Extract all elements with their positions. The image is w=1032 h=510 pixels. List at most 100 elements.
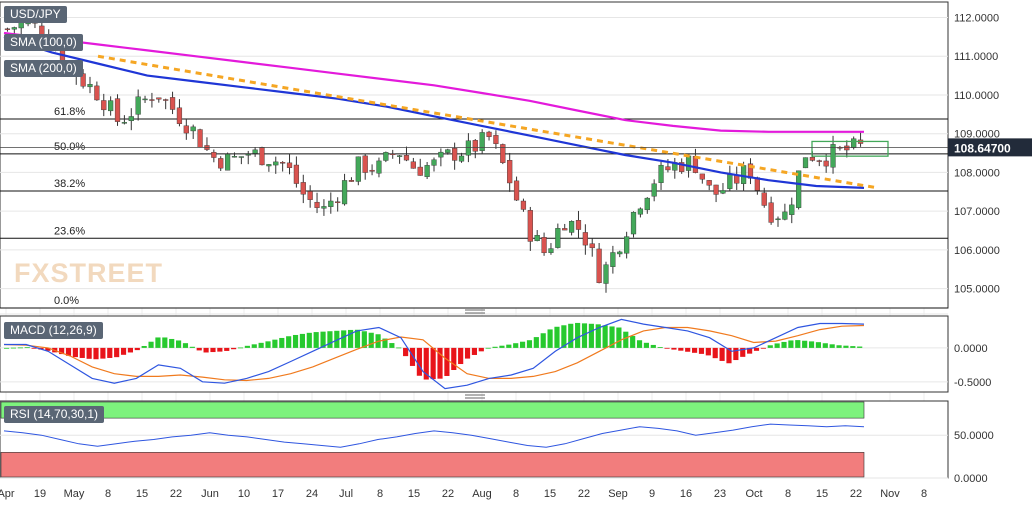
candle-body: [252, 149, 258, 154]
macd-histogram-bar: [10, 347, 17, 349]
candle-body: [273, 161, 279, 166]
macd-histogram-bar: [781, 341, 787, 348]
price-panel: 105.0000 106.0000 107.0000 108.0000 109.0000…: [0, 1, 1032, 314]
candle-body: [266, 164, 272, 167]
macd-histogram-bar: [464, 347, 471, 359]
x-tick-label: Nov: [880, 488, 900, 500]
candle-body: [782, 211, 788, 220]
macd-histogram-bar: [568, 323, 574, 348]
candle-body: [11, 27, 17, 30]
macd-histogram-bar: [437, 347, 443, 379]
price-tick-label: 107.0000: [954, 206, 1000, 218]
candle-body: [410, 161, 416, 169]
consolidation-box: [811, 140, 889, 157]
x-tick-label: 10: [238, 488, 250, 500]
macd-legend[interactable]: MACD (12,26,9): [4, 322, 103, 339]
x-tick-label: 15: [408, 488, 420, 500]
candle-body: [169, 97, 176, 110]
macd-histogram-bar: [685, 347, 691, 352]
x-tick-label: 9: [649, 488, 655, 500]
candle-body: [452, 148, 458, 161]
candle-body: [630, 211, 637, 235]
price-plot-area: [0, 1, 949, 309]
macd-histogram-bar: [815, 342, 821, 348]
x-tick-label: 24: [306, 488, 318, 500]
macd-histogram-bar: [141, 345, 147, 348]
fib-level-label: 0.0%: [54, 295, 79, 307]
candle-body: [390, 153, 396, 155]
fxstreet-watermark: FXSTREET: [14, 258, 164, 288]
fib-level-label: 23.6%: [54, 225, 85, 237]
candle-body: [802, 157, 809, 169]
x-tick-label: Jun: [201, 488, 219, 500]
candle-body: [445, 149, 451, 153]
macd-histogram-bar: [829, 344, 835, 348]
macd-histogram-bar: [368, 332, 374, 348]
macd-histogram-bar: [114, 347, 120, 358]
macd-histogram-bar: [196, 347, 202, 351]
candle-body: [197, 129, 203, 148]
macd-histogram-bar: [320, 331, 326, 348]
candle-body: [403, 155, 410, 161]
candle-body: [658, 164, 664, 183]
rsi-legend[interactable]: RSI (14,70,30,1): [4, 406, 105, 423]
macd-histogram-bar: [636, 340, 643, 348]
macd-histogram-bar: [616, 327, 622, 348]
macd-histogram-bar: [588, 323, 594, 348]
macd-histogram-bar: [231, 347, 237, 350]
candle-body: [844, 145, 850, 151]
candle-body: [534, 235, 540, 242]
x-tick-label: 16: [680, 488, 692, 500]
macd-histogram-bar: [712, 347, 718, 359]
candle-body: [431, 159, 437, 166]
macd-histogram-bar: [224, 347, 230, 351]
candle-body: [224, 153, 231, 171]
candle-body: [465, 140, 472, 156]
candle-body: [713, 184, 719, 195]
macd-histogram-bar: [258, 342, 264, 348]
x-tick-label: 15: [136, 488, 148, 500]
price-tick-label: 112.0000: [954, 12, 999, 24]
macd-histogram-bar: [265, 341, 271, 348]
candle-body: [479, 132, 485, 151]
macd-histogram-bar: [554, 326, 560, 348]
instrument-label[interactable]: USD/JPY: [4, 6, 67, 23]
candle-body: [617, 251, 623, 255]
macd-histogram-bar: [506, 344, 512, 348]
macd-histogram-bar: [492, 346, 498, 348]
macd-histogram-bar: [595, 324, 601, 348]
candle-body: [80, 73, 86, 87]
macd-histogram-bar: [698, 347, 705, 354]
macd-histogram-bar: [774, 343, 780, 348]
macd-panel: -0.5000 0.0000: [0, 313, 991, 399]
sma100-line: [3, 35, 865, 189]
macd-histogram-bar: [176, 340, 182, 348]
macd-histogram-bar: [354, 329, 361, 348]
x-tick-label: 15: [544, 488, 556, 500]
candle-body: [637, 208, 644, 215]
x-tick-label: 15: [816, 488, 828, 500]
candle-body: [568, 221, 575, 233]
macd-histogram-bar: [416, 347, 422, 376]
macd-histogram-bar: [327, 331, 333, 348]
macd-histogram-bar: [423, 347, 429, 380]
candle-body: [458, 155, 465, 162]
macd-histogram-bar: [485, 347, 491, 349]
macd-histogram-bar: [244, 345, 250, 348]
macd-histogram-bar: [182, 343, 189, 348]
candle-body: [699, 173, 705, 180]
sma200-legend[interactable]: SMA (200,0): [4, 60, 83, 77]
macd-histogram-bar: [237, 347, 244, 349]
candle-body: [706, 180, 712, 186]
candle-body: [768, 202, 774, 223]
macd-histogram-bar: [127, 347, 133, 353]
candle-body: [114, 98, 121, 122]
sma100-legend[interactable]: SMA (100,0): [4, 34, 83, 51]
fib-level-label: 38.2%: [54, 178, 85, 190]
macd-histogram-bar: [760, 347, 766, 349]
rsi-line: [3, 423, 865, 448]
x-tick-label: 8: [105, 488, 111, 500]
candle-body: [789, 204, 795, 215]
macd-histogram-bar: [458, 347, 464, 365]
candle-body: [775, 218, 781, 221]
